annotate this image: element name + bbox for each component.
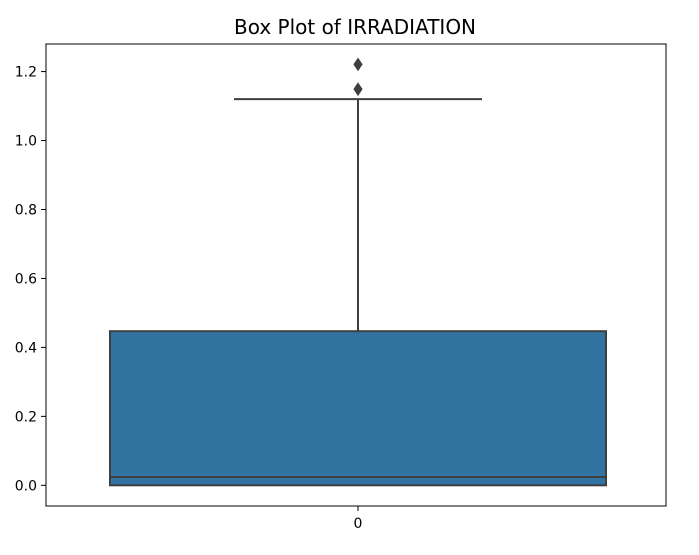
outlier-point xyxy=(353,82,363,97)
y-tick-label: 1.2 xyxy=(15,65,37,81)
y-tick-label: 0.6 xyxy=(15,271,37,287)
outlier-point xyxy=(353,57,363,72)
x-axis: 0 xyxy=(354,506,363,532)
x-tick-label: 0 xyxy=(354,516,363,532)
plot-frame xyxy=(45,43,667,507)
y-tick-label: 0.4 xyxy=(15,340,37,356)
y-axis: 0.0 0.2 0.4 0.6 0.8 1.0 1.2 xyxy=(15,65,46,494)
y-tick-label: 0.8 xyxy=(15,202,37,218)
boxplot-series xyxy=(109,57,607,487)
chart-title: Box Plot of IRRADIATION xyxy=(234,15,476,39)
box-iqr xyxy=(109,330,607,487)
y-tick-label: 0.0 xyxy=(15,478,37,494)
y-tick-label: 0.2 xyxy=(15,409,37,425)
y-tick-label: 1.0 xyxy=(15,134,37,150)
